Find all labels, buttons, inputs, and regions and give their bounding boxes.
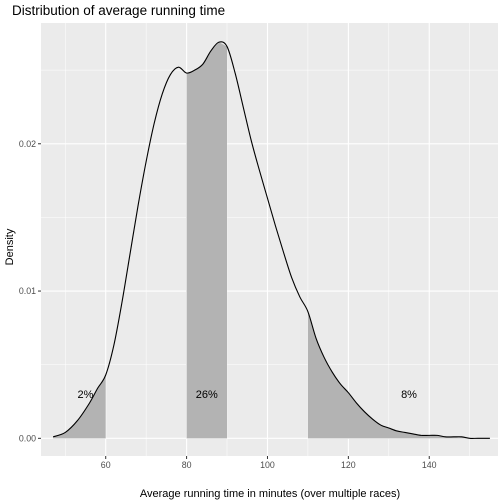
plot-panel (41, 23, 498, 456)
shaded-region-2 (186, 42, 228, 439)
shaded-region-3 (307, 311, 490, 439)
x-tick-label: 80 (182, 460, 192, 470)
region-label-1: 2% (78, 389, 94, 401)
x-tick-label: 120 (341, 460, 356, 470)
x-axis-title: Average running time in minutes (over mu… (140, 488, 400, 500)
density-curve (52, 41, 490, 439)
region-label-3: 8% (401, 389, 417, 401)
x-tick-label: 140 (422, 460, 437, 470)
y-tick-label: 0.00 (19, 433, 36, 443)
y-tick-label: 0.01 (19, 286, 36, 296)
region-label-2: 26% (196, 389, 218, 401)
y-tick-label: 0.02 (19, 139, 36, 149)
percent-annotations: 2% 26% 8% (78, 389, 418, 401)
x-axis-ticks: 60 80 100 120 140 (101, 456, 437, 470)
shaded-region-1 (53, 374, 106, 439)
x-tick-label: 100 (260, 460, 275, 470)
y-axis-title: Density (4, 228, 16, 265)
chart-title: Distribution of average running time (12, 3, 225, 18)
shaded-regions (53, 42, 490, 439)
y-axis-ticks: 0.00 0.01 0.02 (19, 139, 41, 443)
x-tick-label: 60 (101, 460, 111, 470)
